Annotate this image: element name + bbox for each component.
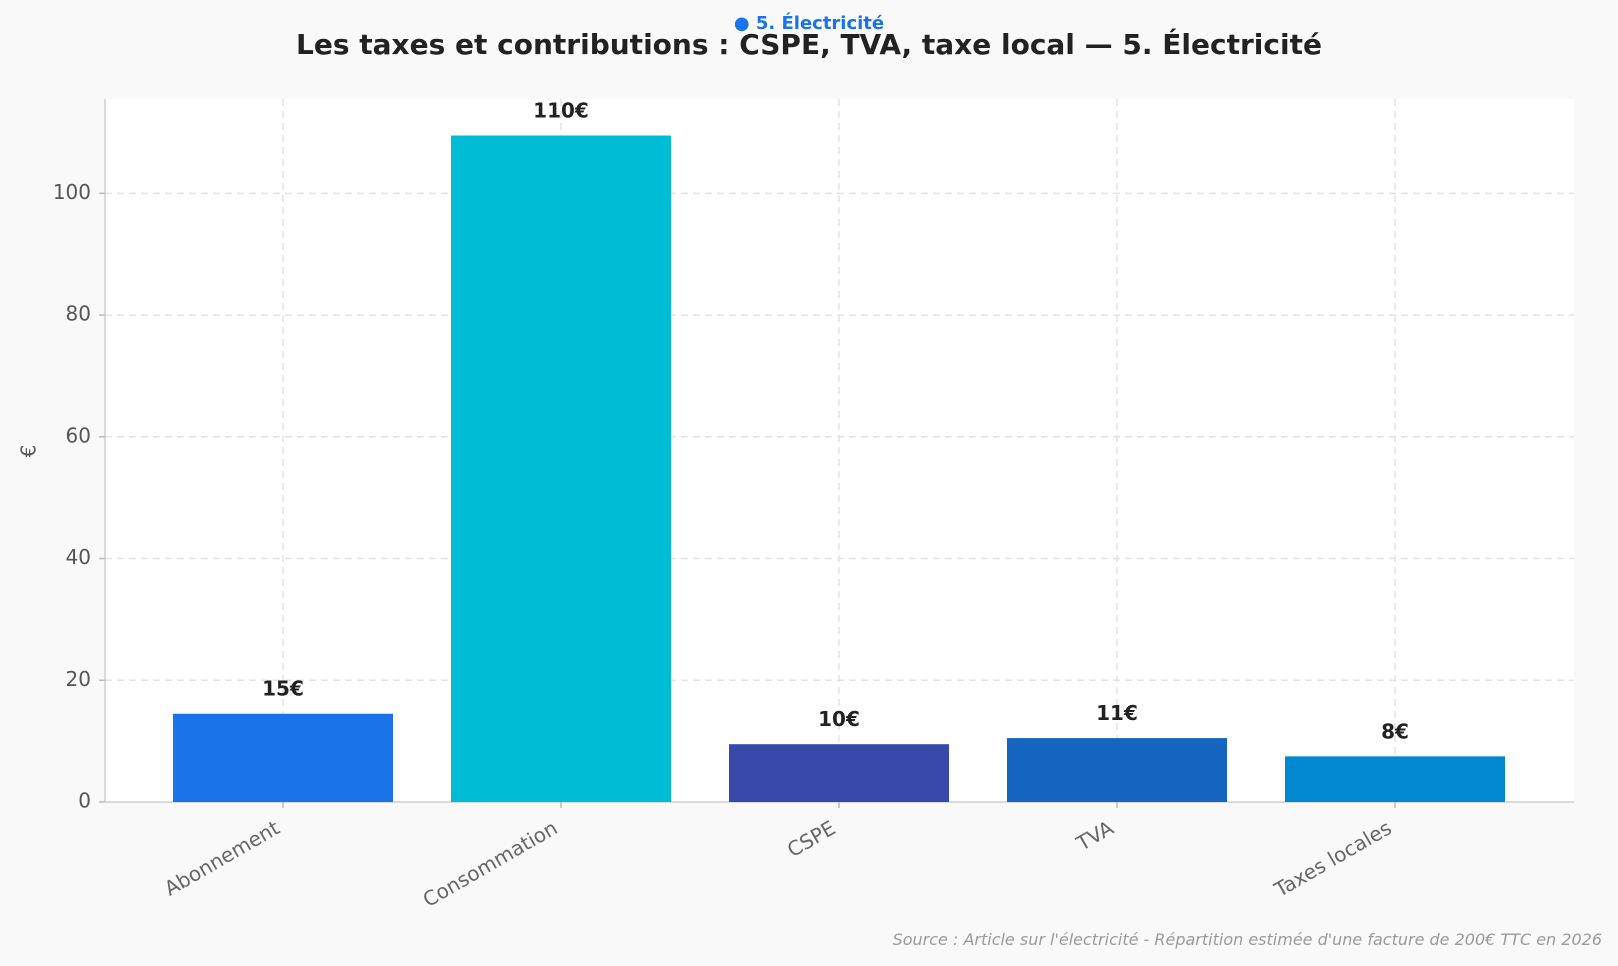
chart-kicker: ● 5. Électricité (733, 13, 885, 34)
x-tick-label: CSPE (783, 816, 839, 862)
x-tick-label: Abonnement (160, 815, 283, 900)
y-tick-label: 80 (66, 302, 91, 326)
x-tick-label: TVA (1071, 815, 1117, 856)
y-tick-label: 0 (78, 789, 91, 813)
y-tick-label: 20 (66, 667, 91, 691)
data-label: 11€ (1096, 701, 1138, 725)
bars (173, 135, 1505, 803)
x-tick-label: Consommation (419, 816, 562, 912)
bar-taxes-locales (1285, 756, 1505, 802)
bar-abonnement (173, 713, 393, 802)
bar-cspe (729, 744, 949, 802)
chart-title: Les taxes et contributions : CSPE, TVA, … (296, 28, 1322, 61)
data-label: 10€ (818, 707, 860, 731)
source-note: Source : Article sur l'électricité - Rép… (892, 930, 1602, 949)
bar-tva (1007, 738, 1227, 802)
y-axis-label: € (17, 445, 41, 458)
y-tick-label: 40 (66, 545, 91, 569)
y-tick-label: 100 (53, 180, 91, 204)
data-label: 15€ (262, 677, 304, 701)
bar-consommation (451, 135, 671, 803)
y-tick-label: 60 (66, 423, 91, 447)
x-tick-label: Taxes locales (1269, 816, 1395, 903)
data-label: 110€ (533, 99, 589, 123)
data-label: 8€ (1381, 719, 1409, 743)
